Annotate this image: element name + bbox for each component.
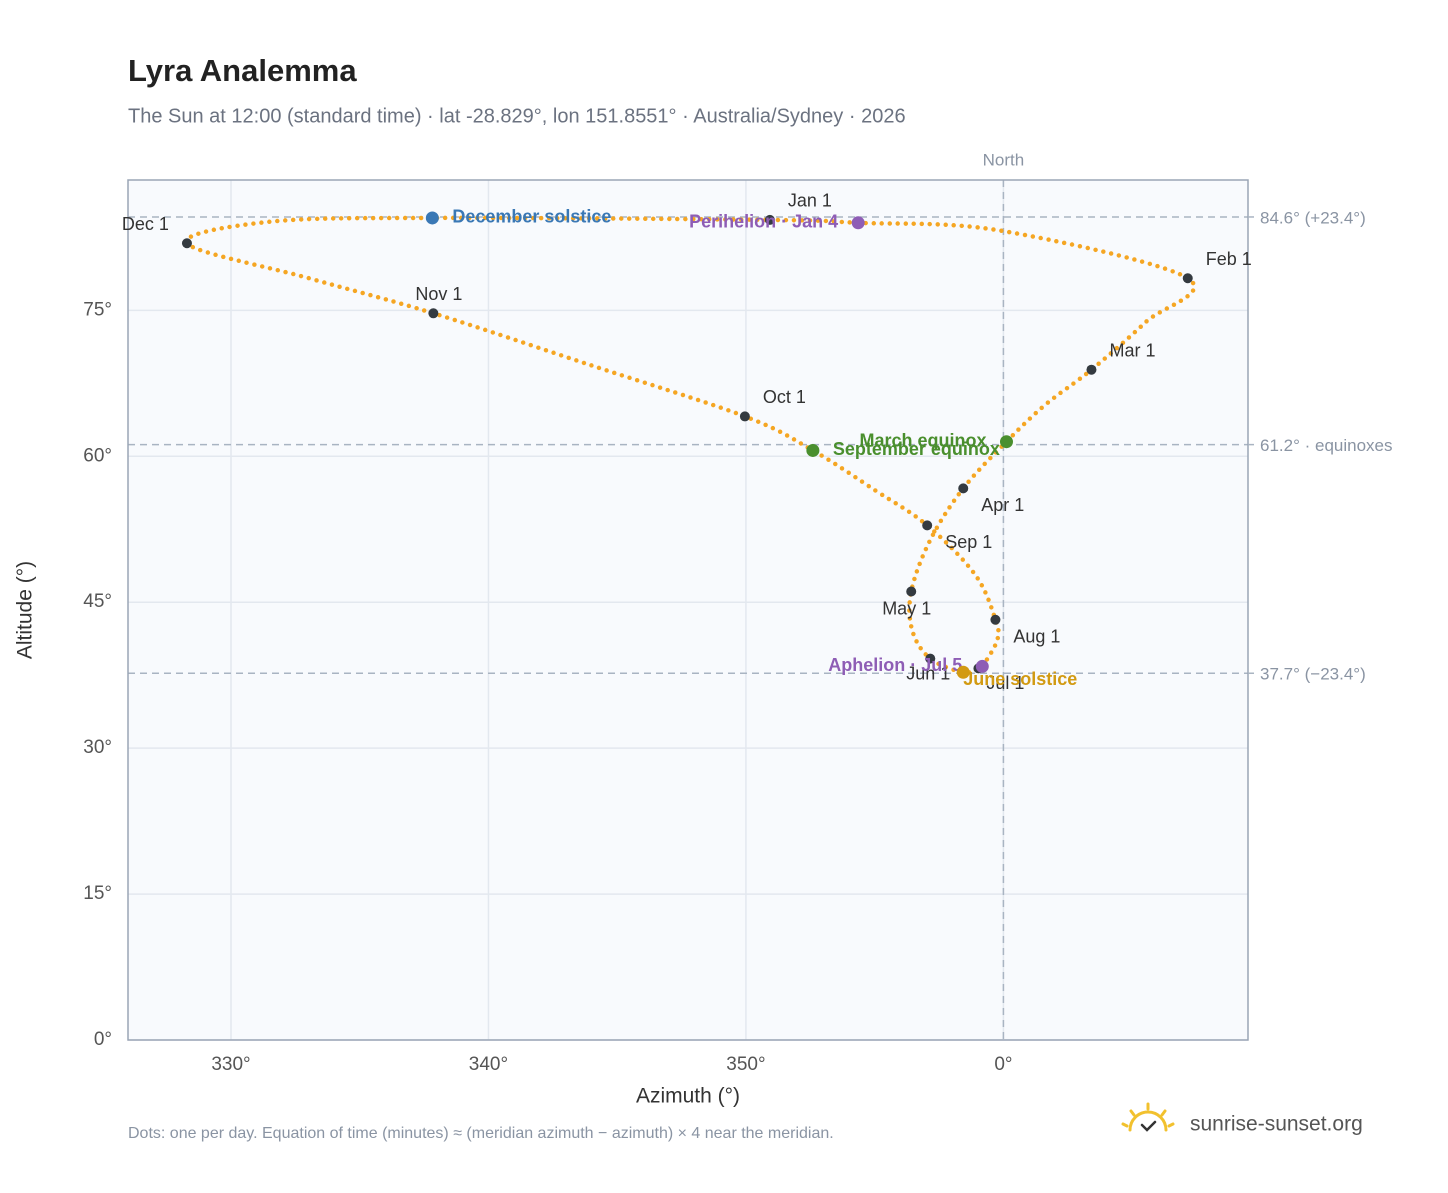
- month-label: Nov 1: [415, 284, 462, 304]
- y-tick-label: 15°: [83, 883, 112, 904]
- event-marker: [806, 443, 820, 457]
- reference-label: 84.6° (+23.4°): [1260, 208, 1366, 227]
- month-marker: [428, 308, 439, 319]
- x-tick-label: 350°: [726, 1054, 765, 1075]
- analemma-path: [184, 215, 1197, 675]
- reference-label: 61.2° · equinoxes: [1260, 436, 1393, 455]
- month-marker: [739, 411, 750, 422]
- event-marker: [956, 665, 970, 679]
- month-marker: [906, 586, 917, 597]
- month-marker: [764, 214, 775, 225]
- month-label: Dec 1: [122, 214, 169, 234]
- reference-label: 37.7° (−23.4°): [1260, 665, 1366, 684]
- event-label: Aphelion · Jul 5: [828, 655, 962, 675]
- month-marker: [1182, 273, 1193, 284]
- x-tick-label: 340°: [469, 1054, 508, 1075]
- event-marker: [975, 659, 989, 673]
- month-label: Jan 1: [788, 191, 832, 211]
- month-label: Aug 1: [1013, 626, 1060, 646]
- plot-layer: [128, 180, 1248, 1041]
- month-marker: [990, 614, 1001, 625]
- source: sunrise-sunset.org: [1190, 1113, 1363, 1136]
- event-marker: [851, 216, 865, 230]
- month-label: Mar 1: [1109, 340, 1155, 360]
- month-label: Jul 1: [986, 673, 1024, 693]
- y-tick-label: 0°: [94, 1029, 112, 1050]
- x-axis-title: Azimuth (°): [636, 1085, 740, 1108]
- event-label: June solstice: [963, 669, 1077, 689]
- event-marker: [425, 211, 439, 225]
- month-label: May 1: [882, 598, 931, 618]
- plot-border: [127, 179, 1249, 1041]
- event-label: March equinox: [859, 430, 986, 450]
- month-label: Sep 1: [945, 532, 992, 552]
- month-marker: [922, 520, 933, 531]
- y-axis-title: Altitude (°): [14, 561, 37, 659]
- chart-title: Lyra Analemma: [128, 53, 357, 88]
- month-label: Feb 1: [1206, 249, 1252, 269]
- month-label: Oct 1: [763, 387, 806, 407]
- x-tick-label: 0°: [994, 1054, 1012, 1075]
- month-marker: [925, 653, 936, 664]
- event-label: December solstice: [452, 207, 611, 227]
- event-label: September equinox: [833, 439, 1000, 459]
- month-label: Apr 1: [981, 495, 1024, 515]
- logo: [1121, 1102, 1175, 1132]
- plot-area: [128, 180, 1248, 1040]
- north-label: North: [983, 150, 1025, 169]
- y-tick-label: 45°: [83, 591, 112, 612]
- x-tick-label: 330°: [211, 1054, 250, 1075]
- event-marker: [999, 435, 1013, 449]
- month-label: Jun 1: [906, 663, 950, 683]
- y-tick-label: 60°: [83, 445, 112, 466]
- footnote: Dots: one per day. Equation of time (min…: [128, 1125, 834, 1142]
- y-tick-label: 30°: [83, 737, 112, 758]
- month-marker: [181, 238, 192, 249]
- month-marker: [958, 483, 969, 494]
- event-label: Perihelion · Jan 4: [689, 212, 838, 232]
- month-marker: [1086, 364, 1097, 375]
- y-tick-label: 75°: [83, 299, 112, 320]
- chart-subtitle: The Sun at 12:00 (standard time) · lat -…: [128, 105, 906, 127]
